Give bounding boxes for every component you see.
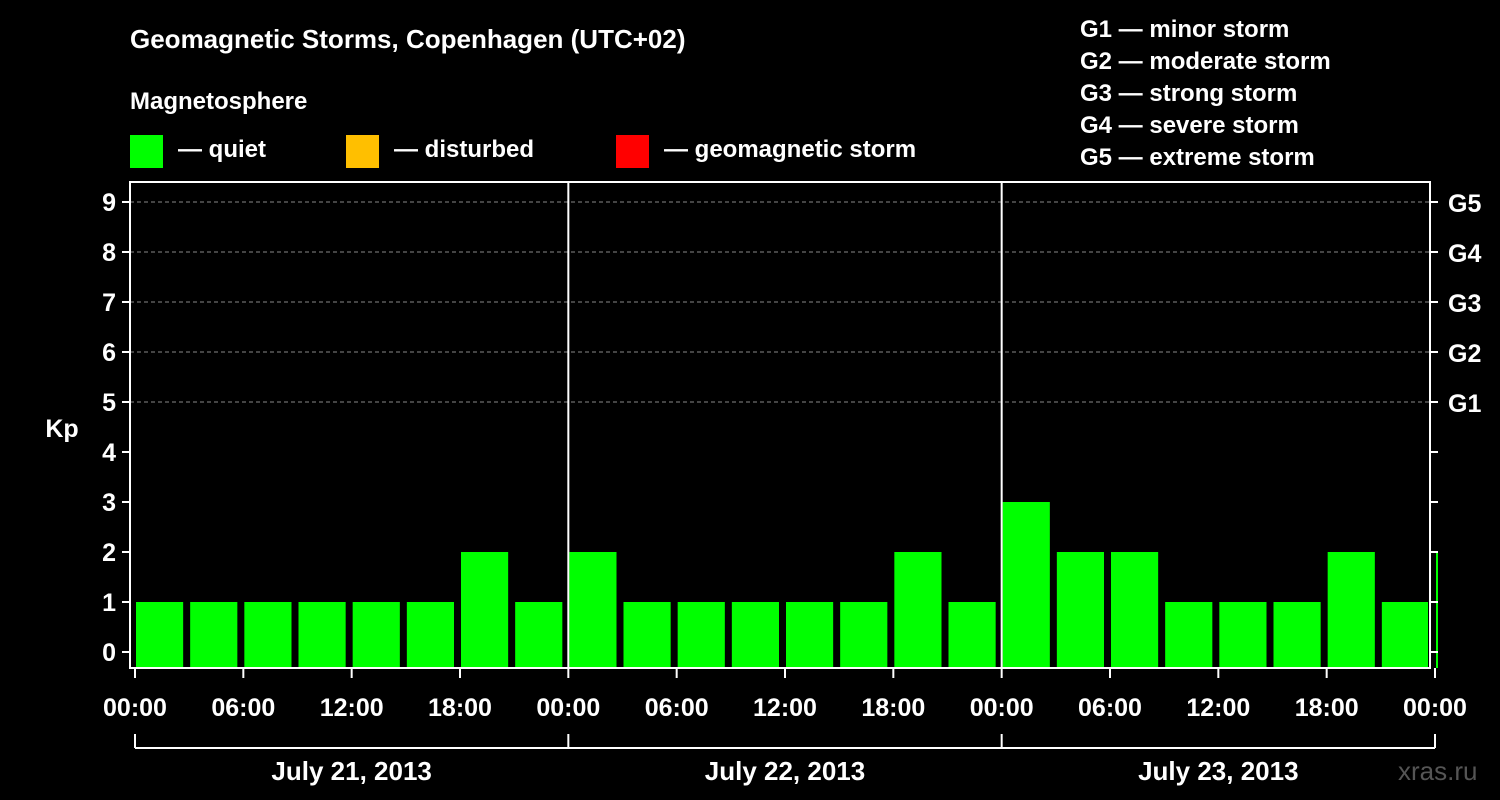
y-tick-label-4: 4 (102, 439, 116, 467)
storm-scale-legend: G1 — minor storm G2 — moderate storm G3 — … (1080, 16, 1331, 171)
bar-9 (569, 552, 617, 668)
legend-label-2: — disturbed (394, 136, 534, 163)
bar-8 (515, 602, 563, 668)
legend-swatch-2 (346, 135, 379, 168)
legend-swatch-1 (130, 135, 163, 168)
legend-heading: Magnetosphere (130, 88, 307, 115)
bar-4 (298, 602, 346, 668)
bar-20 (1165, 602, 1213, 668)
watermark: xras.ru (1398, 756, 1477, 786)
date-label-1: July 21, 2013 (271, 756, 431, 786)
bar-17 (1002, 502, 1050, 668)
y-tick-label-3: 3 (102, 489, 116, 517)
x-tick-label-6: 06:00 (645, 694, 709, 722)
storm-scale-item-3: G3 — strong storm (1080, 80, 1297, 107)
bar-7 (461, 552, 509, 668)
bar-15 (894, 552, 942, 668)
bar-10 (623, 602, 671, 668)
bar-22 (1273, 602, 1321, 668)
bar-24 (1381, 602, 1428, 668)
storm-scale-item-2: G2 — moderate storm (1080, 48, 1331, 75)
y-tick-label-5: 5 (102, 389, 116, 417)
legend: — quiet — disturbed — geomagnetic storm (130, 135, 916, 168)
bar-3 (244, 602, 292, 668)
x-tick-label-2: 06:00 (211, 694, 275, 722)
y-tick-label-9: 9 (102, 189, 116, 217)
chart-title: Geomagnetic Storms, Copenhagen (UTC+02) (130, 24, 685, 54)
legend-swatch-3 (616, 135, 649, 168)
y-tick-label-8: 8 (102, 239, 116, 267)
x-tick-label-3: 12:00 (320, 694, 384, 722)
y-tick-label-2: 2 (102, 539, 116, 567)
bar-1 (136, 602, 184, 668)
x-tick-label-1: 00:00 (103, 694, 167, 722)
storm-scale-item-5: G5 — extreme storm (1080, 144, 1315, 171)
bar-18 (1056, 552, 1104, 668)
date-label-2: July 22, 2013 (705, 756, 865, 786)
y-tick-label-1: 1 (102, 589, 116, 617)
y-tick-label-6: 6 (102, 339, 116, 367)
x-tick-label-5: 00:00 (536, 694, 600, 722)
right-axis-label-G2: G2 (1448, 340, 1481, 368)
y-tick-label-7: 7 (102, 289, 116, 317)
bar-6 (406, 602, 454, 668)
legend-label-3: — geomagnetic storm (664, 136, 916, 163)
x-tick-label-13: 00:00 (1403, 694, 1467, 722)
right-axis-label-G1: G1 (1448, 390, 1481, 418)
bar-11 (677, 602, 725, 668)
x-tick-label-7: 12:00 (753, 694, 817, 722)
bar-25 (1436, 552, 1438, 668)
right-axis-label-G4: G4 (1448, 240, 1481, 268)
x-tick-label-9: 00:00 (970, 694, 1034, 722)
legend-label-1: — quiet (178, 136, 266, 163)
y-axis-label: Kp (45, 415, 78, 443)
storm-scale-item-1: G1 — minor storm (1080, 16, 1289, 43)
bar-13 (786, 602, 834, 668)
x-tick-label-11: 12:00 (1186, 694, 1250, 722)
bar-2 (190, 602, 238, 668)
right-axis-label-G5: G5 (1448, 190, 1481, 218)
bar-16 (948, 602, 996, 668)
date-label-3: July 23, 2013 (1138, 756, 1298, 786)
x-tick-label-8: 18:00 (861, 694, 925, 722)
right-axis-label-G3: G3 (1448, 290, 1481, 318)
x-tick-label-10: 06:00 (1078, 694, 1142, 722)
bar-12 (731, 602, 779, 668)
x-tick-label-4: 18:00 (428, 694, 492, 722)
x-tick-label-12: 18:00 (1295, 694, 1359, 722)
bar-21 (1219, 602, 1267, 668)
plot-frame (129, 181, 1431, 669)
storm-scale-item-4: G4 — severe storm (1080, 112, 1299, 139)
y-tick-label-0: 0 (102, 639, 116, 667)
bar-14 (840, 602, 888, 668)
bar-19 (1111, 552, 1159, 668)
bar-5 (352, 602, 400, 668)
bar-23 (1327, 552, 1375, 668)
plot-area: 0 1 2 3 4 5 6 7 8 9 Kp G1 G2 G3 G4 G5 00:00 06:00 12:00 18:… (45, 181, 1481, 786)
